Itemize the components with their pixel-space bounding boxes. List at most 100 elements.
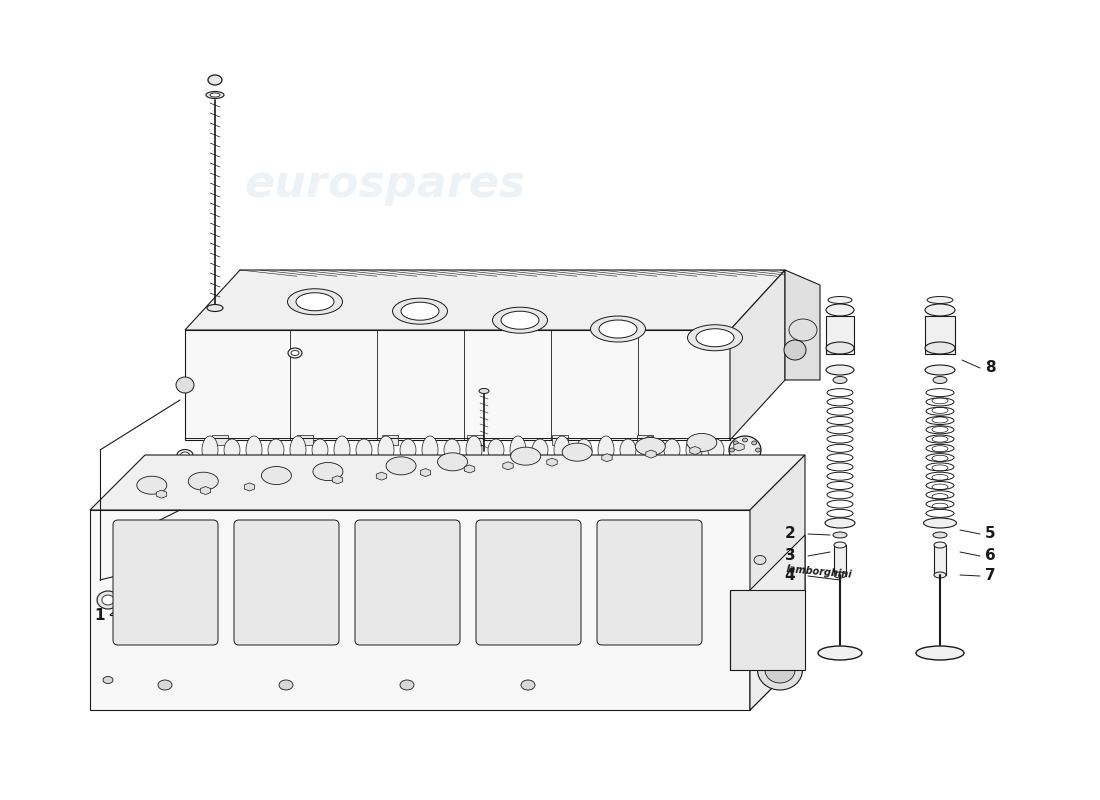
FancyBboxPatch shape [597,520,702,645]
Ellipse shape [177,450,192,461]
FancyBboxPatch shape [355,520,460,645]
Ellipse shape [312,462,343,481]
Ellipse shape [642,476,658,504]
Ellipse shape [158,680,172,690]
Ellipse shape [751,495,757,499]
Polygon shape [646,450,657,458]
Ellipse shape [180,487,189,493]
Ellipse shape [510,476,526,504]
Polygon shape [785,270,820,380]
Ellipse shape [400,479,416,501]
Ellipse shape [636,438,666,455]
Ellipse shape [742,498,748,502]
Bar [637,435,653,445]
FancyBboxPatch shape [234,520,339,645]
Ellipse shape [925,304,955,316]
Text: 8: 8 [984,361,996,375]
Ellipse shape [620,479,636,501]
Bar [552,435,568,445]
Ellipse shape [532,479,548,501]
Bar [934,545,946,575]
Ellipse shape [826,342,854,354]
Ellipse shape [934,572,946,578]
Polygon shape [332,476,343,484]
Ellipse shape [826,365,854,375]
Polygon shape [200,486,211,494]
Text: lamborghini: lamborghini [786,564,852,580]
Ellipse shape [176,377,194,393]
Ellipse shape [742,458,748,462]
Ellipse shape [664,439,680,461]
Ellipse shape [466,476,482,504]
Ellipse shape [334,436,350,464]
Polygon shape [750,455,805,710]
Ellipse shape [620,439,636,461]
Ellipse shape [386,457,416,475]
Ellipse shape [686,476,702,504]
Polygon shape [750,535,805,710]
Ellipse shape [103,677,113,683]
Ellipse shape [422,476,438,504]
Ellipse shape [532,439,548,461]
Ellipse shape [742,478,748,482]
Ellipse shape [202,436,218,464]
Ellipse shape [378,436,394,464]
Ellipse shape [400,439,416,461]
Ellipse shape [279,680,293,690]
Ellipse shape [246,436,262,464]
Ellipse shape [97,591,119,609]
Ellipse shape [925,342,955,354]
Ellipse shape [554,476,570,504]
Ellipse shape [400,680,414,690]
Ellipse shape [438,453,468,471]
Ellipse shape [102,595,114,605]
Ellipse shape [734,495,738,499]
Ellipse shape [444,479,460,501]
Ellipse shape [288,348,302,358]
Ellipse shape [510,447,541,465]
Ellipse shape [834,542,846,548]
Text: 1: 1 [95,607,106,622]
Ellipse shape [312,479,328,501]
Ellipse shape [224,479,240,501]
Text: 5: 5 [984,526,996,542]
Bar [834,545,846,575]
Ellipse shape [708,439,724,461]
Ellipse shape [764,657,795,683]
Bar [730,590,805,670]
Ellipse shape [751,441,757,445]
Ellipse shape [296,293,334,310]
Ellipse shape [188,472,218,490]
Ellipse shape [751,455,757,459]
Ellipse shape [250,538,323,627]
Ellipse shape [129,538,202,627]
Ellipse shape [208,75,222,85]
Ellipse shape [729,436,761,464]
Text: 3: 3 [784,549,795,563]
Ellipse shape [729,488,735,492]
Ellipse shape [246,476,262,504]
Ellipse shape [290,476,306,504]
Polygon shape [156,490,167,498]
Ellipse shape [686,436,702,464]
Text: eurospares: eurospares [244,458,526,502]
Ellipse shape [751,481,757,485]
Polygon shape [602,454,613,462]
Bar [212,435,228,445]
Ellipse shape [688,325,742,350]
Ellipse shape [576,439,592,461]
Ellipse shape [290,436,306,464]
Ellipse shape [292,350,299,355]
Bar [826,316,854,354]
Bar [468,435,483,445]
Text: 4: 4 [784,569,795,583]
Polygon shape [185,270,785,330]
Ellipse shape [334,476,350,504]
Ellipse shape [206,91,224,98]
Ellipse shape [598,436,614,464]
Text: 7: 7 [984,569,996,583]
Ellipse shape [268,479,284,501]
Ellipse shape [927,297,953,303]
Text: 2: 2 [784,526,795,542]
Ellipse shape [613,538,686,627]
